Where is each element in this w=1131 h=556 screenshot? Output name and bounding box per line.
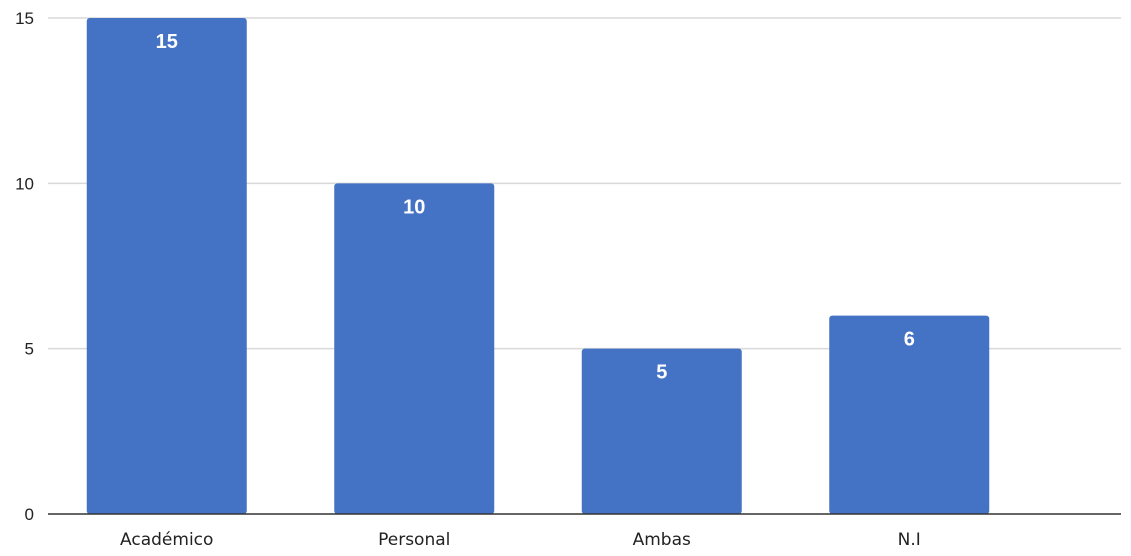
data-label: 6 xyxy=(904,329,915,351)
x-tick-label: Ambas xyxy=(633,530,691,550)
bar-personal xyxy=(334,183,495,515)
x-tick-label: Personal xyxy=(378,530,450,550)
data-labels: 15 10 5 6 xyxy=(156,31,915,384)
y-axis-ticks: 0 5 10 15 xyxy=(15,9,34,524)
data-label: 10 xyxy=(403,196,425,218)
y-tick-label: 0 xyxy=(25,505,34,524)
y-tick-label: 15 xyxy=(15,9,34,28)
bar-acad-mico xyxy=(86,18,247,514)
data-label: 5 xyxy=(656,362,667,384)
x-tick-label: Académico xyxy=(120,530,213,550)
data-label: 15 xyxy=(156,31,178,53)
bar-ambas xyxy=(581,348,742,514)
bar-n-i xyxy=(829,315,990,514)
y-tick-label: 10 xyxy=(15,174,34,193)
y-tick-label: 5 xyxy=(25,340,34,359)
bars xyxy=(86,18,990,515)
x-tick-label: N.I xyxy=(898,530,921,550)
x-axis-ticks: Académico Personal Ambas N.I xyxy=(120,530,921,550)
